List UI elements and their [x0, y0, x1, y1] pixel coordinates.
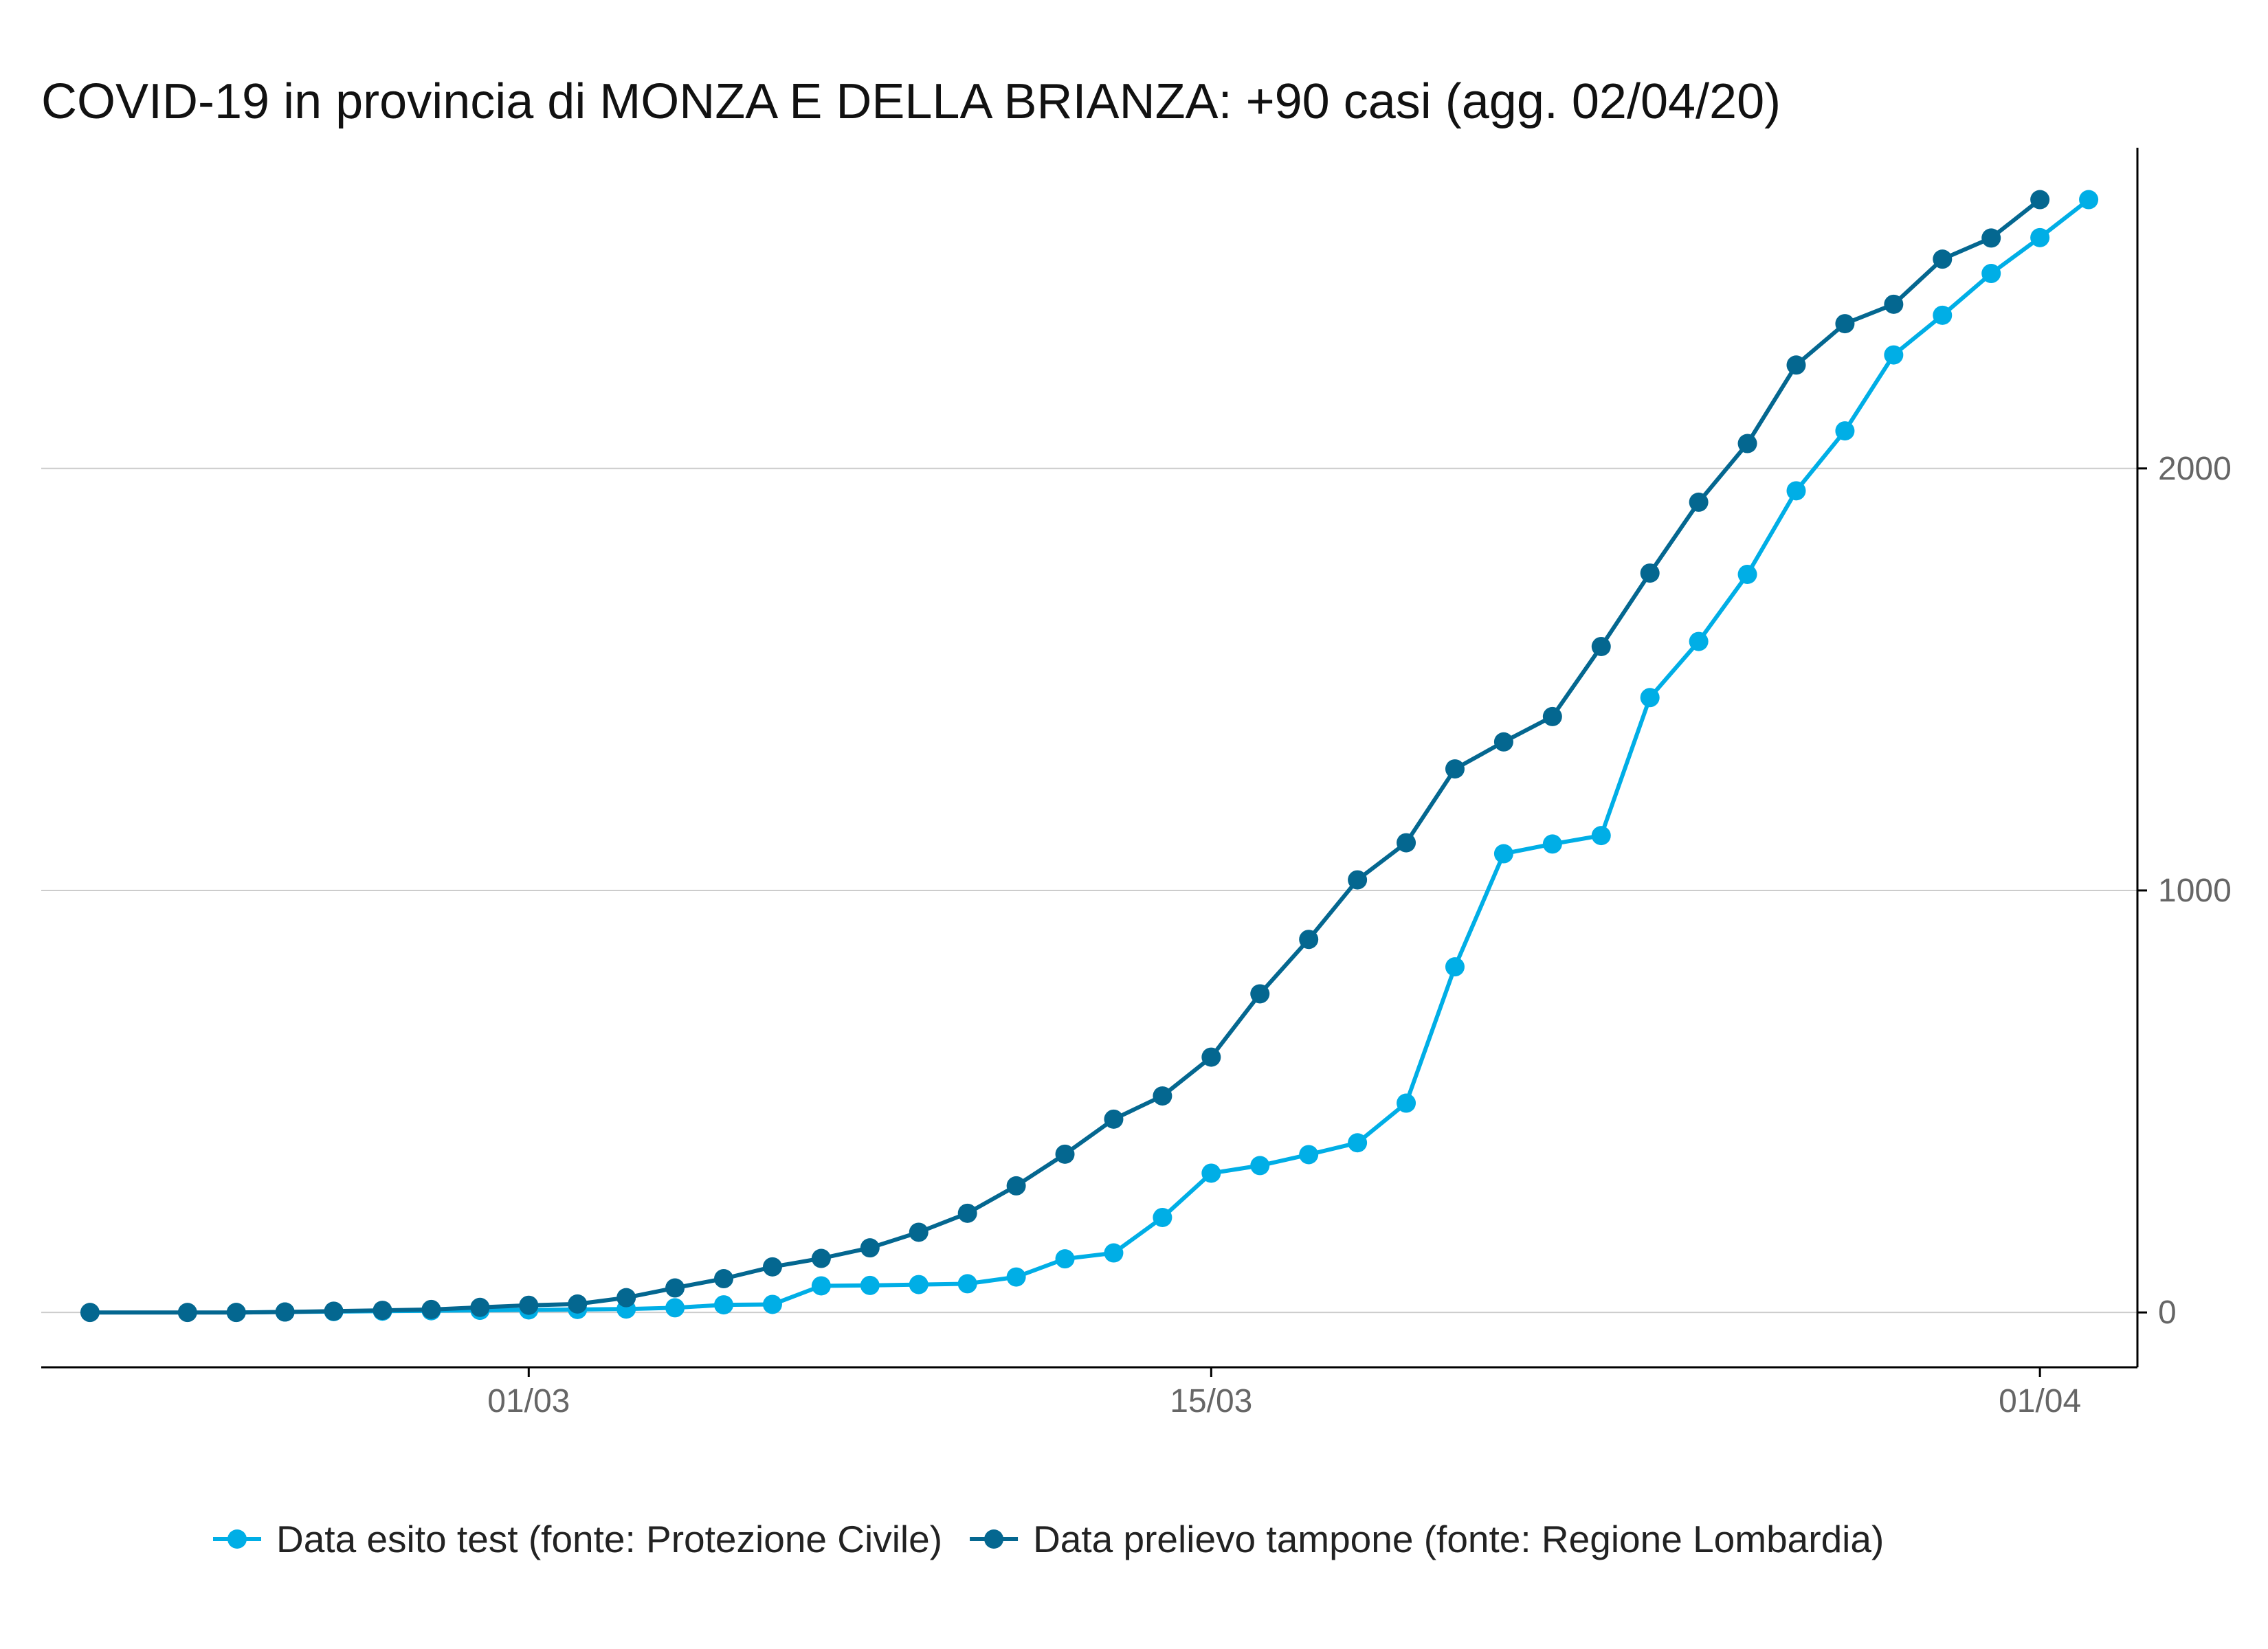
series-line: [236, 198, 2090, 1315]
data-point: [1737, 434, 1757, 453]
data-point: [1542, 706, 1562, 726]
data-point: [1055, 1249, 1075, 1269]
x-tick-label: 01/04: [1999, 1383, 2081, 1420]
data-point: [1884, 294, 1904, 314]
data-point: [226, 1303, 246, 1323]
data-point: [665, 1298, 685, 1318]
data-point: [519, 1295, 539, 1315]
data-point: [1397, 1093, 1416, 1113]
data-point: [1542, 834, 1562, 854]
data-point: [568, 1294, 588, 1314]
grid-lines: [41, 467, 2137, 1314]
data-point: [1591, 826, 1611, 846]
data-point: [1689, 492, 1709, 512]
axes: [41, 148, 2139, 1369]
data-point: [957, 1203, 977, 1223]
y-tick-label: 0: [2158, 1294, 2177, 1331]
data-point: [1884, 345, 1904, 365]
data-point: [1835, 421, 1855, 441]
data-point: [1250, 1156, 1270, 1176]
series-2: [80, 190, 2050, 1323]
data-point: [2079, 190, 2099, 210]
legend: Data esito test (fonte: Protezione Civil…: [213, 1518, 1884, 1560]
data-point: [714, 1295, 734, 1315]
data-point: [1981, 264, 2001, 284]
data-point: [1737, 564, 1757, 584]
data-point: [1933, 305, 1953, 325]
x-tick-label: 15/03: [1170, 1383, 1252, 1420]
data-point: [1153, 1086, 1172, 1106]
data-point: [1104, 1243, 1124, 1263]
data-point: [275, 1302, 295, 1322]
data-point: [470, 1297, 490, 1317]
data-point: [1250, 984, 1270, 1004]
data-point: [1640, 563, 1660, 583]
data-point: [1786, 355, 1806, 375]
y-tick-label: 1000: [2158, 873, 2232, 909]
data-point: [811, 1248, 831, 1268]
data-point: [1445, 957, 1465, 977]
data-point: [1055, 1144, 1075, 1164]
data-point: [1201, 1163, 1221, 1183]
data-point: [1445, 759, 1465, 779]
data-point: [1006, 1176, 1026, 1196]
data-point: [1397, 833, 1416, 853]
data-point: [714, 1269, 734, 1289]
legend-label: Data esito test (fonte: Protezione Civil…: [276, 1518, 942, 1560]
data-point: [324, 1301, 344, 1321]
legend-item: Data esito test (fonte: Protezione Civil…: [213, 1518, 942, 1560]
legend-key-marker: [227, 1529, 247, 1549]
data-point: [860, 1275, 880, 1295]
data-point: [1689, 631, 1709, 651]
data-point: [860, 1238, 880, 1258]
data-point: [616, 1288, 636, 1308]
data-point: [811, 1276, 831, 1296]
data-point: [80, 1303, 100, 1323]
data-point: [1153, 1207, 1172, 1227]
data-point: [1933, 249, 1953, 269]
series-line: [89, 198, 2041, 1315]
data-point: [1981, 228, 2001, 248]
data-point: [1299, 930, 1319, 950]
axis-ticks: 0 1000 2000 01/03 15/03 01/04: [487, 451, 2232, 1420]
data-point: [1299, 1145, 1319, 1165]
data-point: [665, 1278, 685, 1298]
data-point: [762, 1294, 782, 1314]
data-point: [1104, 1109, 1124, 1129]
data-point: [1493, 732, 1513, 752]
data-point: [1348, 870, 1368, 890]
chart-title: COVID-19 in provincia di MONZA E DELLA B…: [41, 74, 1781, 129]
data-point: [1835, 314, 1855, 334]
data-point: [2030, 227, 2050, 247]
data-point: [1591, 636, 1611, 656]
series-1: [226, 190, 2099, 1323]
legend-item: Data prelievo tampone (fonte: Regione Lo…: [970, 1518, 1884, 1560]
x-tick-label: 01/03: [487, 1383, 570, 1420]
data-point: [1006, 1267, 1026, 1287]
data-point: [762, 1257, 782, 1277]
data-point: [909, 1275, 929, 1294]
legend-label: Data prelievo tampone (fonte: Regione Lo…: [1033, 1518, 1884, 1560]
data-point: [909, 1222, 929, 1242]
data-point: [1493, 844, 1513, 864]
series-lines: [80, 190, 2099, 1323]
data-point: [421, 1299, 441, 1319]
data-point: [373, 1301, 392, 1321]
data-point: [177, 1303, 197, 1323]
data-point: [1640, 688, 1660, 708]
data-point: [1786, 481, 1806, 501]
data-point: [957, 1274, 977, 1294]
y-tick-label: 2000: [2158, 451, 2232, 487]
legend-key-marker: [984, 1529, 1004, 1549]
data-point: [2030, 190, 2050, 210]
data-point: [1348, 1133, 1368, 1153]
data-point: [1201, 1047, 1221, 1067]
